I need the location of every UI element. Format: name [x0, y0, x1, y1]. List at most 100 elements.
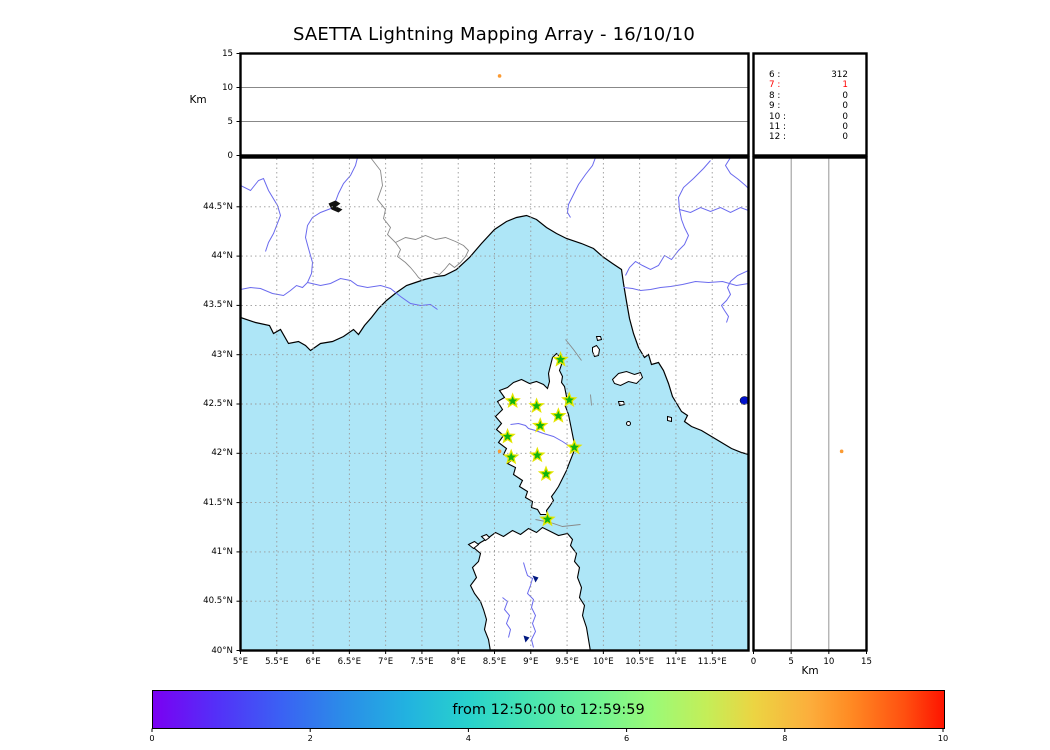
rivers	[240, 157, 749, 648]
map-gridlines	[241, 158, 748, 650]
altitude-bottom-tick-label: 5	[788, 657, 794, 667]
stats-row-value: 0	[842, 122, 848, 133]
lat-tick-label: 44.5°N	[203, 201, 233, 212]
lon-tick-label: 5.5°E	[265, 657, 289, 667]
gorgona-island	[595, 336, 603, 342]
lat-tick-label: 43.5°N	[203, 300, 233, 311]
altitude-panel-frame	[239, 52, 750, 157]
lon-tick-label: 11.5°E	[697, 657, 727, 667]
stats-row-label: 6 :	[769, 70, 781, 80]
lat-altitude-panel-gridlines	[790, 158, 830, 650]
elba-island	[611, 370, 644, 387]
stats-row-value: 1	[842, 80, 848, 91]
country-borders	[370, 157, 592, 527]
stats-row: 11 : 0	[757, 122, 858, 132]
lon-tick-label: 8°E	[450, 657, 466, 667]
capraia-island	[592, 344, 601, 358]
colorbar-tick-label: 6	[623, 733, 630, 743]
lake-omodeo	[523, 635, 530, 643]
altitude-left-tick-label: 15	[222, 48, 233, 59]
stats-row: 12 : 0	[757, 132, 858, 142]
lake-bolsena	[739, 396, 749, 405]
lake-serre-poncon	[328, 200, 343, 213]
lon-tick-label: 9.5°E	[555, 657, 579, 667]
altitude-bottom-tick-label: 15	[861, 657, 872, 667]
page-title: SAETTA Lightning Mapping Array - 16/10/1…	[292, 24, 696, 45]
giglio-island	[667, 415, 672, 423]
map-panel-frame	[239, 156, 750, 652]
panel-markers	[497, 74, 844, 454]
stats-row: 8 : 0	[757, 91, 858, 101]
stats-row-value: 0	[842, 90, 848, 101]
lon-tick-label: 10°E	[593, 657, 614, 667]
stats-row-value: 0	[842, 101, 848, 112]
lon-tick-label: 8.5°E	[482, 657, 507, 667]
colorbar-tick-label: 10	[937, 733, 949, 743]
lon-tick-label: 7°E	[378, 657, 394, 667]
stats-row-label: 7 :	[769, 80, 781, 91]
lon-tick-label: 6.5°E	[337, 657, 362, 667]
station-marker	[537, 465, 555, 481]
stats-row-label: 12 :	[769, 132, 786, 143]
station-marker	[561, 391, 578, 408]
stats-row-label: 11 :	[769, 122, 786, 133]
stats-row: 6 : 312	[757, 70, 858, 80]
station-stats-panel: 6 : 312 7 : 1 8 : 0 9 : 0 10 : 0 11 : 0 12 : 0	[757, 70, 858, 143]
lat-tick-label: 40°N	[211, 645, 233, 656]
station-marker	[504, 392, 521, 409]
station-marker	[566, 438, 583, 455]
pianosa-island	[617, 401, 626, 407]
altitude-axis-label-left: Km	[189, 94, 207, 106]
stats-row-value: 312	[831, 70, 848, 80]
lightning-source-dot	[497, 449, 502, 454]
stats-row-value: 0	[842, 132, 848, 143]
coastline	[240, 214, 749, 456]
stats-row-label: 8 :	[769, 90, 781, 101]
colorbar-tick-label: 2	[307, 733, 313, 743]
altitude-axis-label-bottom: Km	[801, 665, 819, 677]
station-marker	[550, 407, 567, 423]
stats-row-value: 0	[842, 111, 848, 122]
lat-tick-label: 42.5°N	[203, 399, 233, 409]
lon-tick-label: 11°E	[665, 657, 687, 667]
altitude-panel-gridlines	[241, 87, 748, 122]
station-marker	[529, 446, 546, 463]
time-window-label: from 12:50:00 to 12:59:59	[452, 701, 645, 718]
altitude-left-tick-label: 0	[227, 150, 233, 161]
lat-tick-label: 41°N	[211, 546, 233, 557]
corsica-island	[494, 352, 576, 516]
lightning-source-dot	[839, 449, 844, 454]
station-marker	[552, 351, 569, 367]
lat-tick-label: 40.5°N	[203, 596, 233, 607]
map-markers	[497, 351, 583, 527]
montecristo-island	[626, 421, 631, 426]
colorbar-tick-label: 4	[465, 733, 471, 743]
lon-tick-label: 5°E	[232, 657, 249, 667]
lat-altitude-panel-frame	[752, 156, 868, 652]
lat-tick-label: 44°N	[211, 251, 233, 262]
lightning-source-dot	[497, 74, 502, 78]
stats-row-label: 10 :	[769, 111, 786, 122]
lon-tick-label: 10.5°E	[625, 657, 655, 667]
station-marker	[502, 448, 520, 465]
station-marker	[528, 397, 545, 413]
lake-coghinas	[532, 575, 539, 583]
colorbar-tick-label: 8	[782, 733, 788, 743]
sardinia-island	[469, 526, 591, 651]
lon-tick-label: 6°E	[305, 657, 321, 667]
colorbar-tick-label: 0	[149, 733, 155, 743]
time-colorbar: from 12:50:00 to 12:59:59	[152, 690, 945, 729]
lat-tick-label: 43°N	[211, 349, 233, 360]
lon-tick-label: 7.5°E	[410, 657, 434, 667]
stats-panel-frame	[752, 52, 868, 157]
altitude-bottom-tick-label: 0	[750, 657, 757, 667]
stats-row: 7 : 1	[757, 80, 858, 90]
altitude-left-tick-label: 5	[227, 116, 233, 127]
asinara-islets	[467, 533, 491, 550]
stats-row-label: 9 :	[769, 101, 781, 112]
station-marker	[499, 427, 516, 444]
stats-row: 9 : 0	[757, 101, 858, 111]
station-marker	[532, 417, 549, 433]
